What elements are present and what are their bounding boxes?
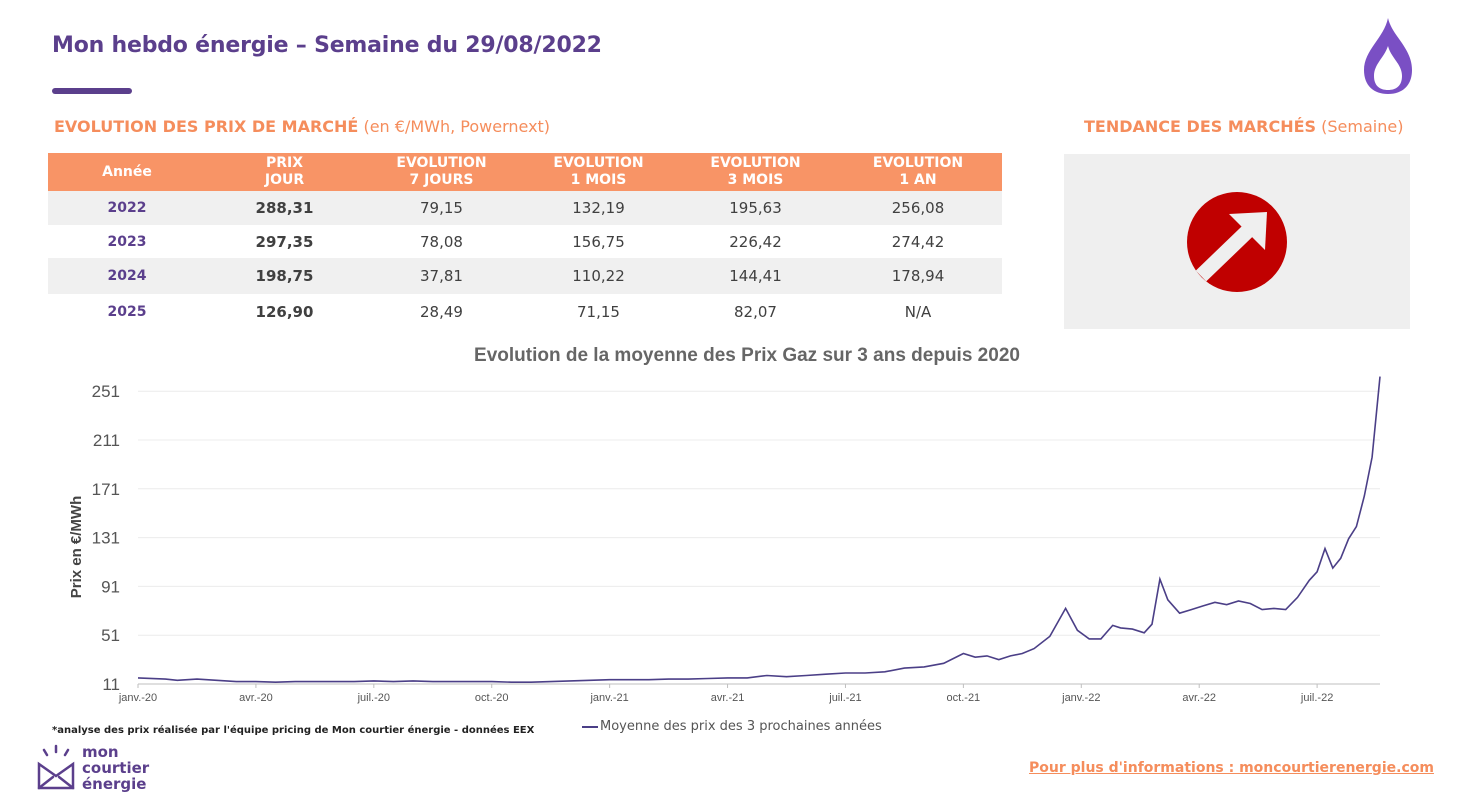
cell-1m: 71,15 — [577, 303, 620, 321]
brand-logo[interactable]: mon courtier énergie — [36, 744, 149, 792]
cell-3m: 195,63 — [677, 191, 834, 225]
x-tick-label: oct.-21 — [947, 692, 981, 704]
series-line — [137, 376, 1381, 684]
x-tick-label: juil.-20 — [357, 692, 390, 704]
x-tick-label: janv.-21 — [589, 692, 628, 704]
cell-1m: 132,19 — [520, 191, 677, 225]
trend-title-bold: TENDANCE DES MARCHÉS — [1084, 117, 1317, 136]
x-tick-label: avr.-22 — [1182, 692, 1216, 704]
cell-3m: 226,42 — [729, 232, 782, 251]
cell-jour: 297,35 — [255, 232, 314, 251]
y-tick-label: 171 — [92, 480, 120, 499]
logo-line-2: courtier — [82, 759, 150, 777]
legend-label: Moyenne des prix des 3 prochaines années — [600, 719, 882, 734]
market-prices-title-bold: EVOLUTION DES PRIX DE MARCHÉ — [54, 117, 359, 136]
y-tick-layer: 11 51 91 131 171 211 251 — [92, 382, 120, 694]
cell-1y: 274,42 — [891, 232, 945, 251]
y-tick-label: 51 — [101, 626, 120, 645]
cell-year: 2024 — [48, 258, 206, 294]
cell-7d: 37,81 — [363, 258, 520, 294]
table-row: 2022 288,31 79,15 132,19 195,63 256,08 — [48, 191, 1002, 225]
cell-year: 2025 — [107, 304, 147, 320]
logo-text: mon courtier énergie — [82, 744, 149, 792]
cell-7d: 28,49 — [420, 303, 463, 321]
y-tick-label: 11 — [102, 675, 120, 694]
x-tick-label: janv.-22 — [1061, 692, 1100, 704]
y-axis-label: Prix en €/MWh — [68, 496, 85, 599]
x-tick-layer: janv.-20 avr.-20 juil.-20 oct.-20 janv.-21 av… — [118, 684, 1333, 704]
y-tick-label: 131 — [92, 529, 120, 548]
col-header-7d: EVOLUTION 7 JOURS — [363, 153, 520, 191]
x-tick-label: avr.-20 — [239, 692, 273, 704]
cell-7d: 79,15 — [363, 191, 520, 225]
cell-jour: 126,90 — [255, 303, 314, 321]
cell-1y: 178,94 — [834, 258, 1002, 294]
col-header-1y: EVOLUTION 1 AN — [834, 153, 1002, 191]
trend-title-period: (Semaine) — [1316, 117, 1404, 136]
legend-swatch — [582, 725, 598, 728]
col-header-1m: EVOLUTION 1 MOIS — [520, 153, 677, 191]
y-tick-label: 211 — [93, 431, 120, 450]
gas-price-chart: Evolution de la moyenne des Prix Gaz sur… — [68, 345, 1381, 704]
grid-layer — [138, 390, 1380, 685]
table-row: 2023 297,35 78,08 156,75 226,42 274,42 — [48, 225, 1002, 258]
x-tick-label: oct.-20 — [475, 692, 509, 704]
page-title: Mon hebdo énergie – Semaine du 29/08/202… — [52, 33, 602, 58]
cell-1y: 256,08 — [834, 191, 1002, 225]
x-tick-label: juil.-21 — [828, 692, 861, 704]
y-tick-label: 251 — [92, 382, 120, 401]
title-underline — [52, 88, 132, 94]
x-tick-label: janv.-20 — [118, 692, 157, 704]
trend-panel — [1064, 154, 1410, 329]
cell-1m: 156,75 — [572, 232, 625, 251]
table-row: 2024 198,75 37,81 110,22 144,41 178,94 — [48, 258, 1002, 294]
trend-up-arrow-icon — [1187, 192, 1287, 292]
col-header-year: Année — [48, 153, 206, 191]
market-prices-title: EVOLUTION DES PRIX DE MARCHÉ (en €/MWh, … — [54, 117, 550, 136]
cell-1y: N/A — [904, 303, 932, 321]
cell-year: 2023 — [107, 233, 147, 250]
chart-title: Evolution de la moyenne des Prix Gaz sur… — [474, 345, 1020, 366]
footnote: *analyse des prix réalisée par l'équipe … — [52, 725, 535, 736]
logo-line-3: énergie — [82, 775, 147, 793]
table-row: 2025 126,90 28,49 71,15 82,07 N/A — [48, 294, 1002, 330]
cell-year: 2022 — [48, 191, 206, 225]
logo-line-1: mon — [82, 743, 119, 761]
x-tick-label: avr.-21 — [711, 692, 745, 704]
cell-7d: 78,08 — [420, 232, 463, 251]
cell-3m: 82,07 — [734, 303, 777, 321]
col-header-3m: EVOLUTION 3 MOIS — [677, 153, 834, 191]
cell-jour: 198,75 — [206, 258, 363, 294]
cell-3m: 144,41 — [677, 258, 834, 294]
cell-jour: 288,31 — [206, 191, 363, 225]
y-tick-label: 91 — [101, 577, 120, 596]
chart-legend: Moyenne des prix des 3 prochaines années — [582, 719, 882, 734]
cell-1m: 110,22 — [520, 258, 677, 294]
website-link[interactable]: Pour plus d'informations : moncourtieren… — [1029, 760, 1434, 776]
trend-title: TENDANCE DES MARCHÉS (Semaine) — [1084, 117, 1403, 136]
flame-icon — [1364, 18, 1412, 94]
col-header-jour: PRIX JOUR — [206, 153, 363, 191]
market-prices-title-unit: (en €/MWh, Powernext) — [358, 117, 551, 136]
x-tick-label: juil.-22 — [1300, 692, 1333, 704]
market-prices-table: Année PRIX JOUR EVOLUTION 7 JOURS EVOLUT… — [48, 153, 1002, 330]
logo-icon — [37, 744, 75, 790]
